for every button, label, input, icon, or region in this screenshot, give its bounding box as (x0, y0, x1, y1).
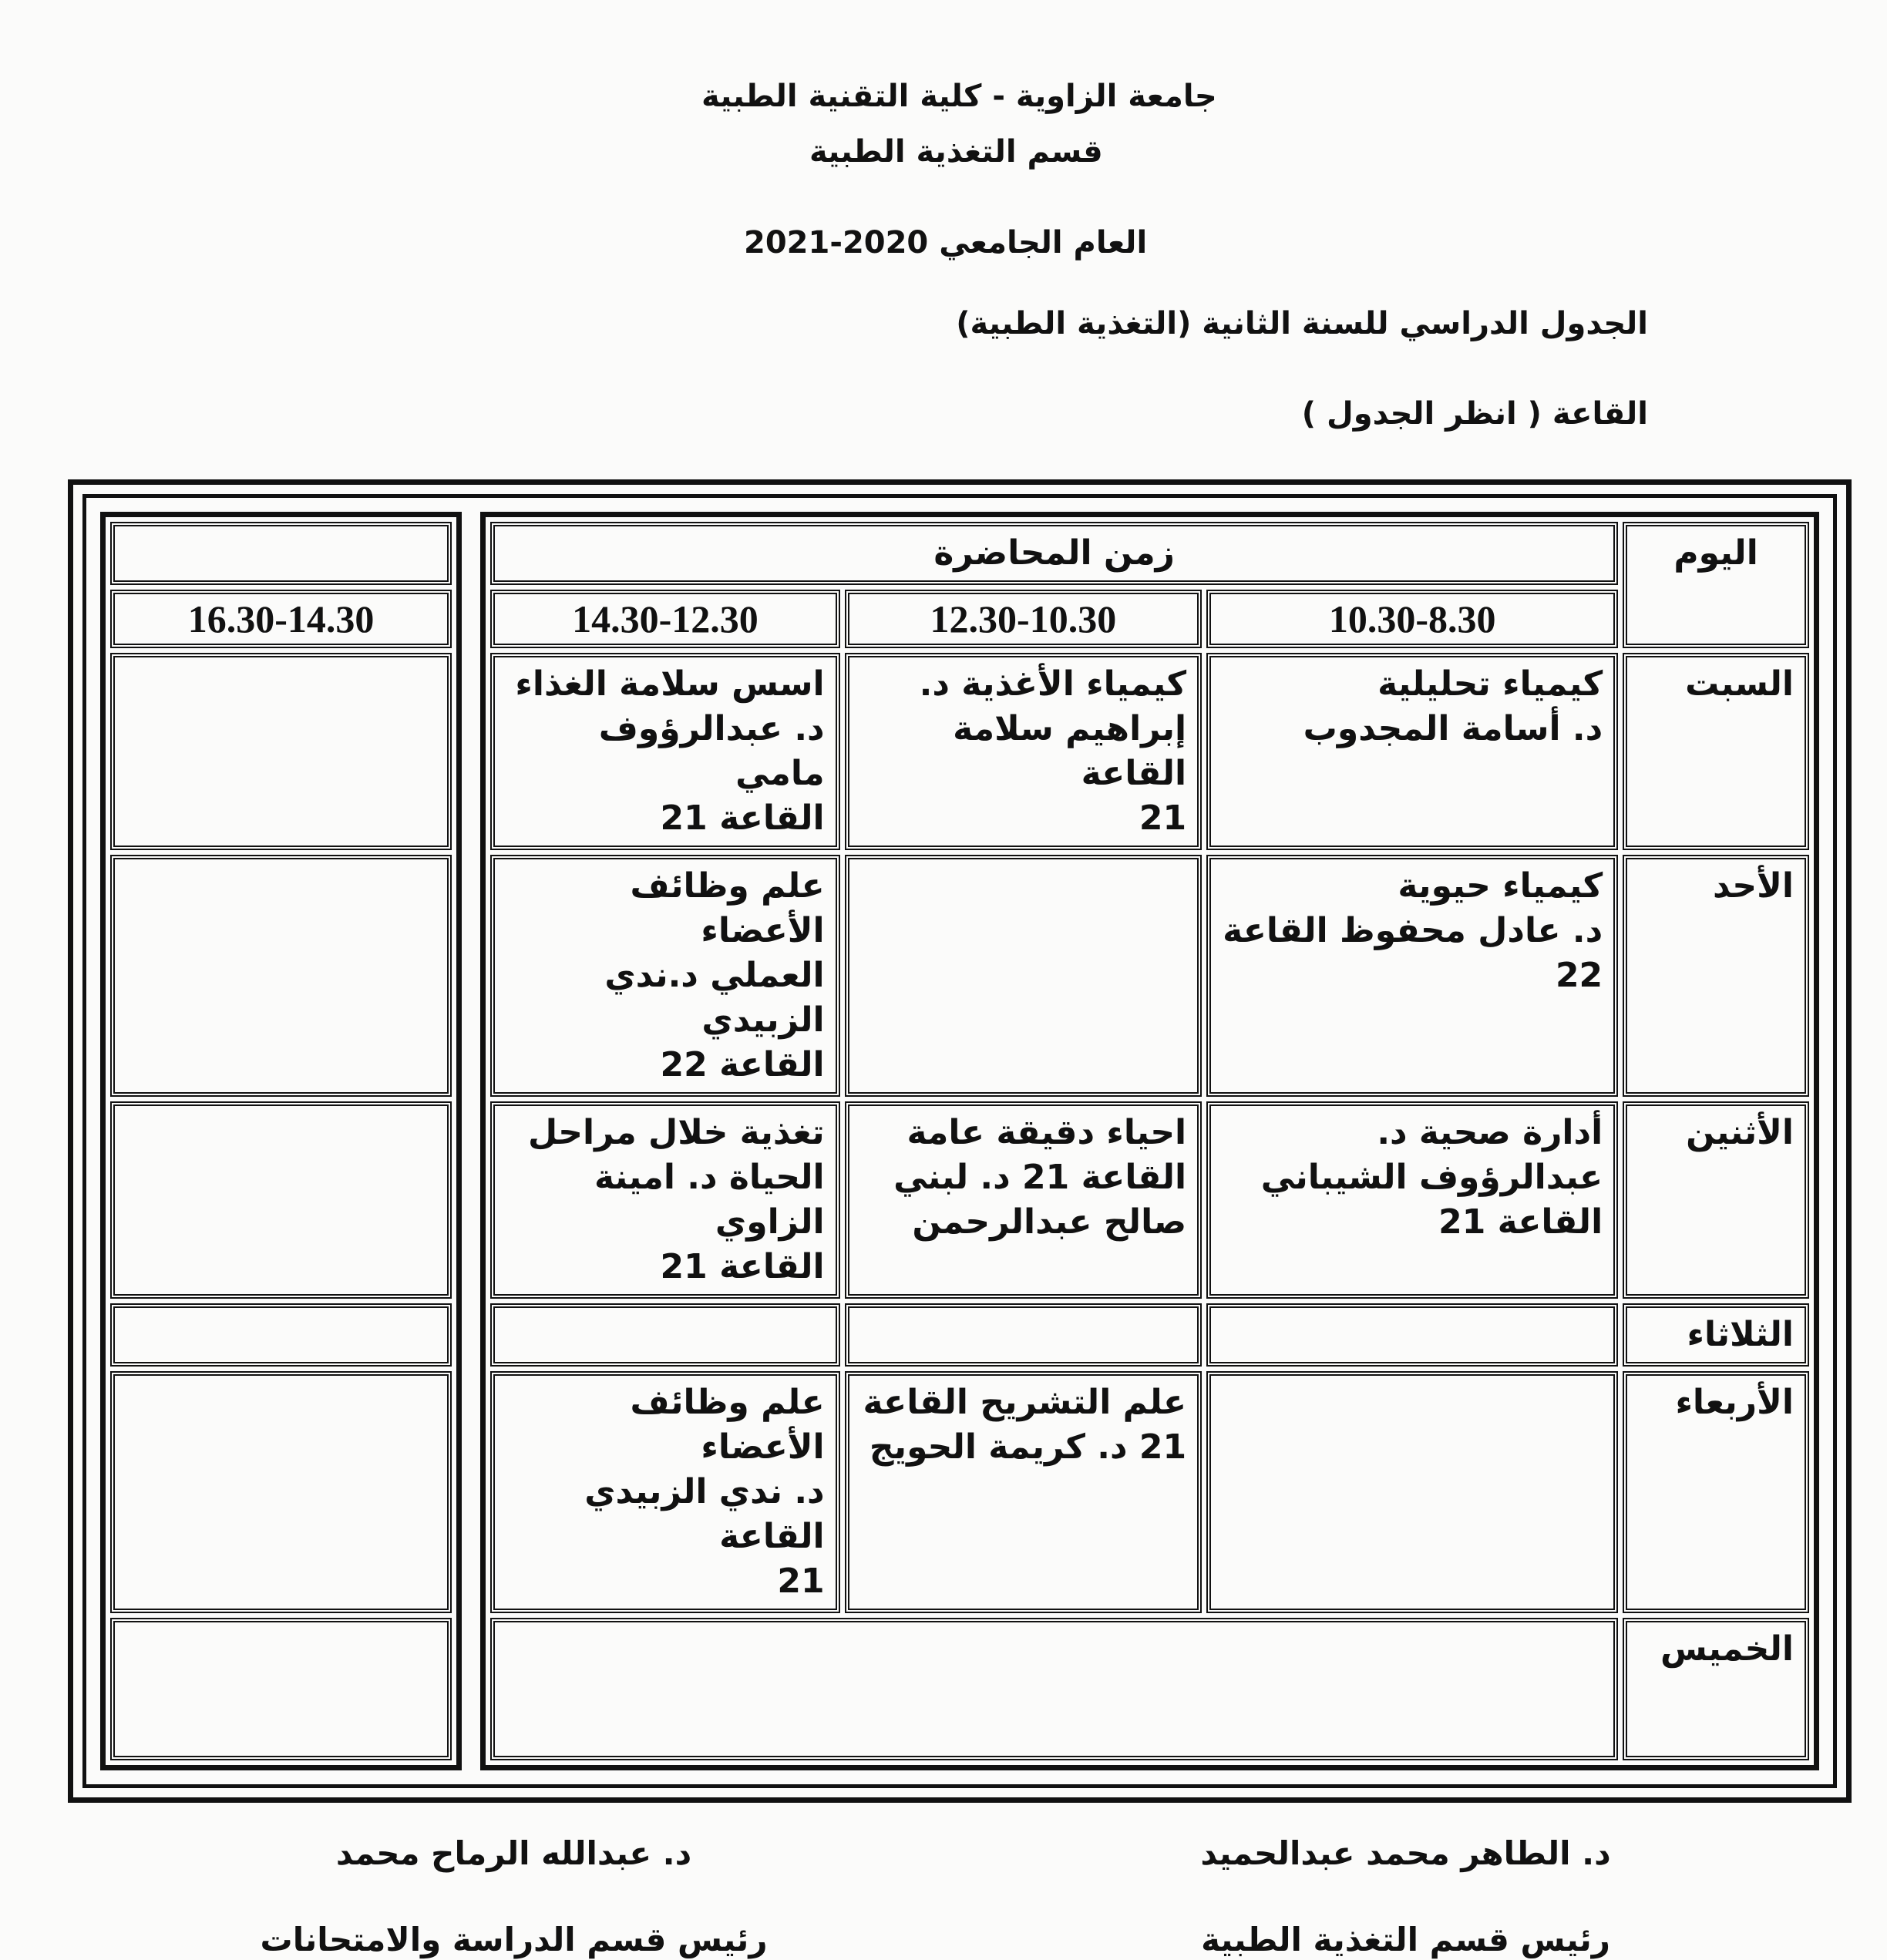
hall-note: القاعة ( انظر الجدول ) (1301, 396, 1648, 432)
time-slot: 16.30-14.30 (110, 590, 452, 648)
course-cell: أدارة صحية د. عبدالرؤوف الشيباني القاعة … (1206, 1101, 1619, 1299)
schedule-title: الجدول الدراسي للسنة الثانية (التغذية ال… (956, 306, 1648, 341)
day-cell: الأثنين (1623, 1101, 1809, 1299)
academic-year: العام الجامعي 2020-2021 (744, 225, 1148, 261)
table-row (110, 1303, 452, 1367)
table-frame: 16.30-14.30 اليوم زمن المحاضرة 10.30-8.3… (68, 479, 1852, 1803)
course-cell: كيمياء حيوية د. عادل محفوظ القاعة 22 (1206, 855, 1619, 1097)
signature-left-name: د. عبدالله الرماح محمد (335, 1834, 692, 1872)
day-cell: الأحد (1623, 855, 1809, 1097)
table-row: السبت كيمياء تحليلية د. أسامة المجدوب كيمي… (490, 653, 1809, 850)
extra-time-table: 16.30-14.30 (100, 512, 462, 1770)
table-row (110, 653, 452, 850)
day-cell: الأربعاء (1623, 1371, 1809, 1613)
table-row: الخميس (490, 1618, 1809, 1760)
time-header: زمن المحاضرة (490, 522, 1619, 585)
course-cell (490, 1618, 1619, 1760)
course-cell (110, 1618, 452, 1760)
blank-cell (110, 522, 452, 585)
signature-right-title: رئيس قسم التغذية الطبية (1201, 1921, 1610, 1958)
course-cell: علم وظائف الأعضاء د. ندي الزبيدي القاعة … (490, 1371, 840, 1613)
table-row: الأحد كيمياء حيوية د. عادل محفوظ القاعة 2… (490, 855, 1809, 1097)
table-row (110, 1618, 452, 1760)
course-cell (1206, 1303, 1619, 1367)
time-slot: 10.30-8.30 (1206, 590, 1619, 648)
course-cell (110, 1101, 452, 1299)
course-cell (110, 653, 452, 850)
course-cell (1206, 1371, 1619, 1613)
day-cell: السبت (1623, 653, 1809, 850)
table-row: الأربعاء علم التشريح القاعة 21 د. كريمة ا… (490, 1371, 1809, 1613)
course-cell: احياء دقيقة عامة القاعة 21 د. لبني صالح … (844, 1101, 1202, 1299)
department-title: قسم التغذية الطبية (809, 134, 1103, 170)
course-cell: اسس سلامة الغذاء د. عبدالرؤوف مامي القاع… (490, 653, 840, 850)
table-row (110, 855, 452, 1097)
course-cell: علم التشريح القاعة 21 د. كريمة الحويج (844, 1371, 1202, 1613)
signatures: د. الطاهر محمد عبدالحميد رئيس قسم التغذي… (68, 1834, 1852, 1960)
course-cell (844, 855, 1202, 1097)
table-row (110, 1101, 452, 1299)
university-title: جامعة الزاوية - كلية التقنية الطبية (701, 79, 1217, 114)
day-header: اليوم (1623, 522, 1809, 648)
table-row: الثلاثاء (490, 1303, 1809, 1367)
day-cell: الثلاثاء (1623, 1303, 1809, 1367)
time-slot: 14.30-12.30 (490, 590, 840, 648)
day-cell: الخميس (1623, 1618, 1809, 1760)
time-slot: 12.30-10.30 (844, 590, 1202, 648)
course-cell: كيمياء الأغذية د. إبراهيم سلامة القاعة 2… (844, 653, 1202, 850)
course-cell (110, 1371, 452, 1613)
course-cell (110, 855, 452, 1097)
course-cell: كيمياء تحليلية د. أسامة المجدوب (1206, 653, 1619, 850)
course-cell (844, 1303, 1202, 1367)
course-cell (110, 1303, 452, 1367)
schedule-area: 16.30-14.30 اليوم زمن المحاضرة 10.30-8.3… (68, 479, 1852, 1960)
signature-left-title: رئيس قسم الدراسة والامتحانات (260, 1921, 768, 1958)
signature-right-name: د. الطاهر محمد عبدالحميد (1200, 1834, 1611, 1872)
table-row: الأثنين أدارة صحية د. عبدالرؤوف الشيباني … (490, 1101, 1809, 1299)
schedule-table: اليوم زمن المحاضرة 10.30-8.30 12.30-10.3… (480, 512, 1819, 1770)
course-cell (490, 1303, 840, 1367)
course-cell: تغذية خلال مراحل الحياة د. امينة الزاوي … (490, 1101, 840, 1299)
table-row (110, 1371, 452, 1613)
course-cell: علم وظائف الأعضاء العملي د.ندي الزبيدي ا… (490, 855, 840, 1097)
